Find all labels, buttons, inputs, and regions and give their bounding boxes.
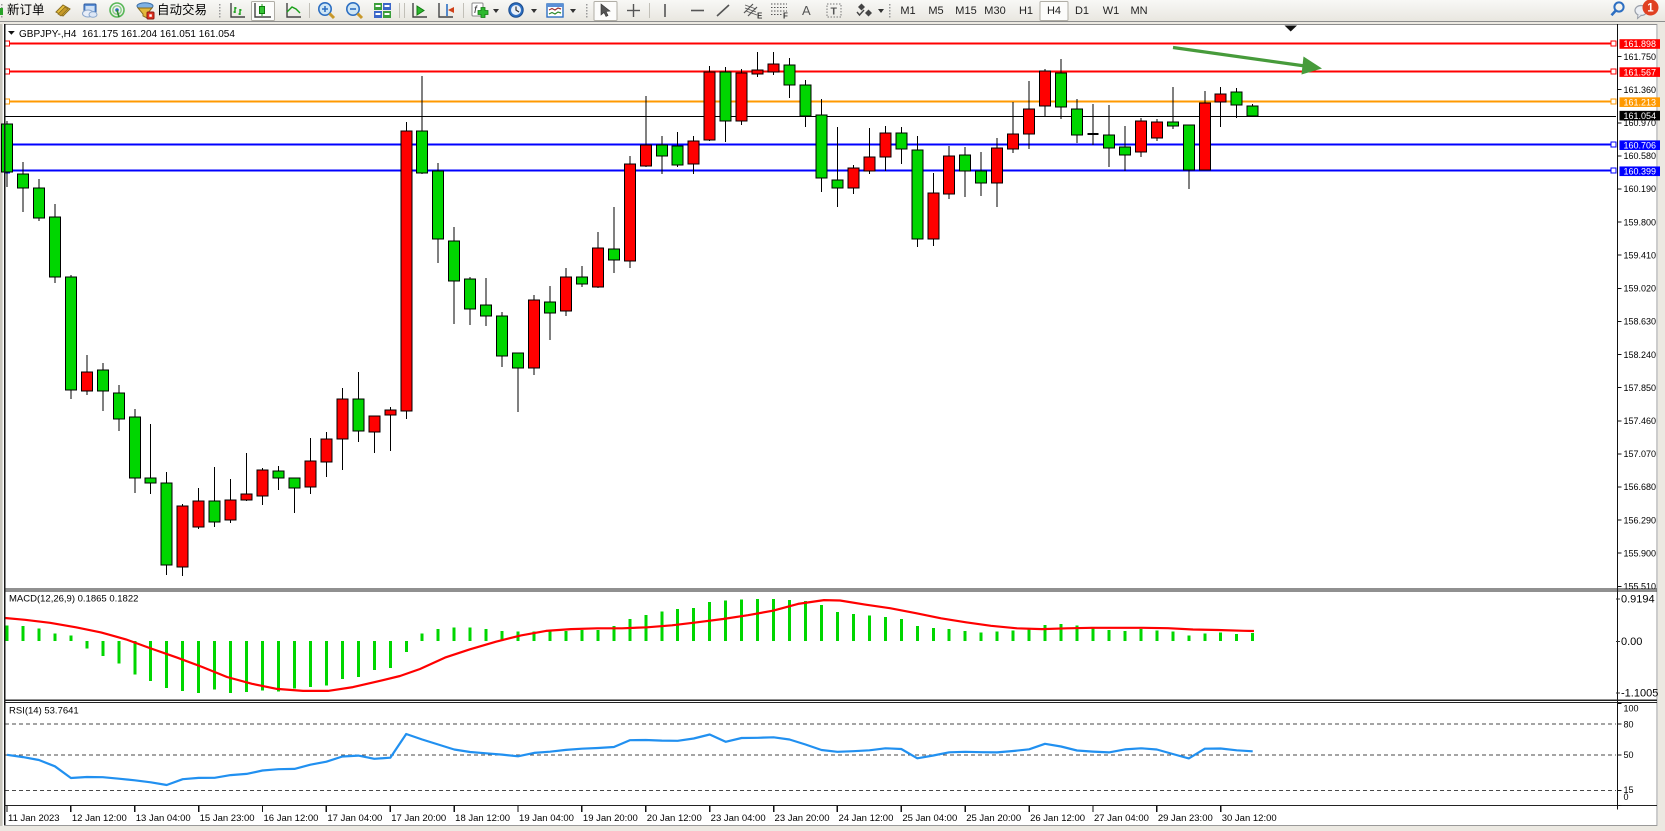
svg-text:161.750: 161.750 <box>1624 52 1657 62</box>
svg-text:23 Jan 04:00: 23 Jan 04:00 <box>711 813 766 824</box>
svg-text:D1: D1 <box>1075 5 1089 17</box>
svg-text:160.190: 160.190 <box>1624 184 1657 194</box>
svg-text:15: 15 <box>1624 785 1634 795</box>
svg-text:12 Jan 12:00: 12 Jan 12:00 <box>72 813 127 824</box>
svg-text:50: 50 <box>1624 750 1634 760</box>
svg-text:157.850: 157.850 <box>1624 383 1657 393</box>
svg-text:161.213: 161.213 <box>1624 97 1657 107</box>
svg-text:0.00: 0.00 <box>1621 636 1642 648</box>
svg-text:155.510: 155.510 <box>1624 582 1657 592</box>
svg-text:23 Jan 20:00: 23 Jan 20:00 <box>775 813 830 824</box>
svg-text:M1: M1 <box>900 5 915 17</box>
svg-text:19 Jan 20:00: 19 Jan 20:00 <box>583 813 638 824</box>
svg-text:15 Jan 23:00: 15 Jan 23:00 <box>200 813 255 824</box>
svg-text:0.9194: 0.9194 <box>1621 593 1655 605</box>
svg-text:159.800: 159.800 <box>1624 217 1657 227</box>
svg-text:f: f <box>474 5 478 16</box>
svg-text:161.567: 161.567 <box>1624 67 1657 77</box>
svg-text:27 Jan 04:00: 27 Jan 04:00 <box>1094 813 1149 824</box>
svg-text:157.460: 157.460 <box>1624 416 1657 426</box>
svg-text:25 Jan 20:00: 25 Jan 20:00 <box>966 813 1021 824</box>
svg-text:24 Jan 12:00: 24 Jan 12:00 <box>838 813 893 824</box>
svg-text:29 Jan 23:00: 29 Jan 23:00 <box>1158 813 1213 824</box>
svg-text:1: 1 <box>1647 3 1654 15</box>
svg-text:156.680: 156.680 <box>1624 482 1657 492</box>
svg-text:13 Jan 04:00: 13 Jan 04:00 <box>136 813 191 824</box>
svg-text:158.630: 158.630 <box>1624 317 1657 327</box>
svg-text:M30: M30 <box>984 5 1005 17</box>
svg-text:19 Jan 04:00: 19 Jan 04:00 <box>519 813 574 824</box>
svg-text:W1: W1 <box>1103 5 1120 17</box>
svg-text:H1: H1 <box>1019 5 1033 17</box>
svg-text:161.360: 161.360 <box>1624 85 1657 95</box>
svg-text:160.706: 160.706 <box>1624 140 1657 150</box>
svg-text:11 Jan 2023: 11 Jan 2023 <box>8 813 60 824</box>
svg-text:-1.1005: -1.1005 <box>1621 688 1658 700</box>
svg-text:A: A <box>802 3 811 18</box>
svg-text:M15: M15 <box>955 5 976 17</box>
svg-text:MACD(12,26,9) 0.1865 0.1822: MACD(12,26,9) 0.1865 0.1822 <box>9 594 138 605</box>
svg-text:157.070: 157.070 <box>1624 449 1657 459</box>
svg-text:25 Jan 04:00: 25 Jan 04:00 <box>902 813 957 824</box>
svg-text:20 Jan 12:00: 20 Jan 12:00 <box>647 813 702 824</box>
svg-text:160.399: 160.399 <box>1624 166 1657 176</box>
svg-text:155.900: 155.900 <box>1624 548 1657 558</box>
svg-text:16 Jan 12:00: 16 Jan 12:00 <box>264 813 319 824</box>
svg-text:161.898: 161.898 <box>1624 39 1657 49</box>
svg-text:30 Jan 12:00: 30 Jan 12:00 <box>1222 813 1277 824</box>
svg-text:80: 80 <box>1624 719 1634 729</box>
svg-text:160.970: 160.970 <box>1624 118 1657 128</box>
svg-text:RSI(14) 53.7641: RSI(14) 53.7641 <box>9 706 79 717</box>
svg-text:161.054: 161.054 <box>1624 111 1657 121</box>
svg-text:GBPJPY-,H4 161.175 161.204 16: GBPJPY-,H4 161.175 161.204 161.051 161.0… <box>19 29 235 40</box>
svg-text:自动交易: 自动交易 <box>157 2 207 17</box>
svg-text:158.240: 158.240 <box>1624 350 1657 360</box>
svg-text:26 Jan 12:00: 26 Jan 12:00 <box>1030 813 1085 824</box>
svg-text:156.290: 156.290 <box>1624 515 1657 525</box>
svg-text:160.580: 160.580 <box>1624 151 1657 161</box>
svg-text:E: E <box>757 12 763 21</box>
svg-text:H4: H4 <box>1047 5 1061 17</box>
svg-text:T: T <box>831 6 838 18</box>
svg-text:M5: M5 <box>928 5 943 17</box>
svg-text:新订单: 新订单 <box>7 2 45 17</box>
svg-text:MN: MN <box>1130 5 1147 17</box>
svg-text:159.020: 159.020 <box>1624 284 1657 294</box>
svg-text:0: 0 <box>1624 792 1629 802</box>
svg-text:F: F <box>783 12 788 21</box>
svg-text:17 Jan 04:00: 17 Jan 04:00 <box>327 813 382 824</box>
svg-text:17 Jan 20:00: 17 Jan 20:00 <box>391 813 446 824</box>
svg-text:159.410: 159.410 <box>1624 250 1657 260</box>
svg-text:100: 100 <box>1624 704 1639 714</box>
svg-text:18 Jan 12:00: 18 Jan 12:00 <box>455 813 510 824</box>
